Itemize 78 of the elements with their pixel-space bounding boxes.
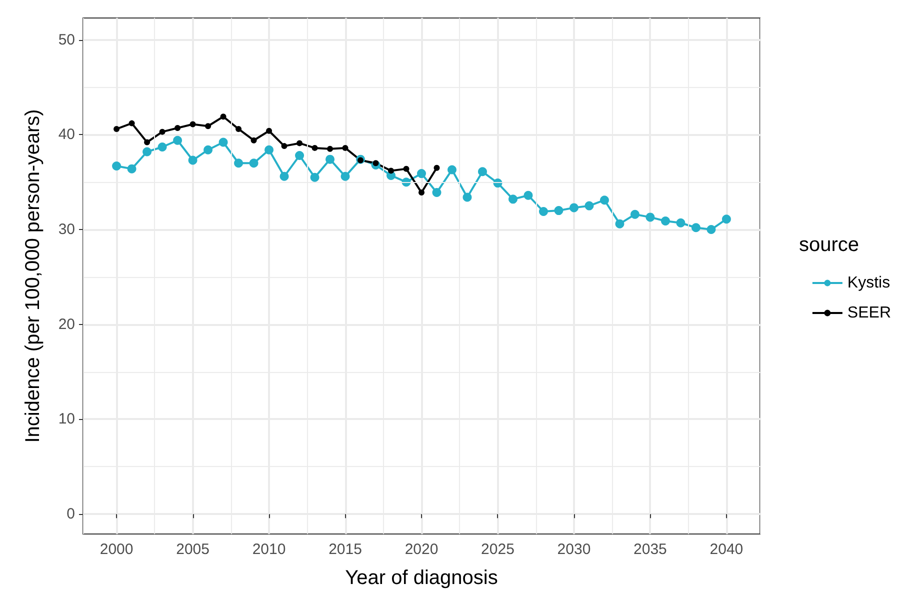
- point: [264, 145, 274, 154]
- y-tick-label: 10: [58, 410, 75, 428]
- point: [112, 161, 122, 170]
- y-axis-title: Incidence (per 100,000 person-years): [22, 109, 44, 443]
- point: [340, 172, 350, 181]
- point: [114, 126, 120, 132]
- point: [173, 136, 182, 145]
- point: [249, 158, 258, 168]
- point: [524, 190, 533, 200]
- point: [569, 203, 578, 212]
- x-tick-label: 2000: [100, 541, 134, 558]
- point: [646, 212, 655, 222]
- point: [342, 144, 348, 151]
- point: [280, 172, 289, 181]
- point: [312, 144, 318, 151]
- x-tick-label: 2040: [710, 541, 744, 558]
- point: [722, 214, 731, 224]
- point: [158, 142, 167, 152]
- point: [418, 190, 424, 196]
- x-tick-label: 2025: [481, 541, 514, 558]
- point: [295, 151, 304, 160]
- point: [234, 158, 244, 168]
- point: [691, 223, 700, 232]
- point: [508, 194, 518, 204]
- legend-label: SEER: [847, 304, 892, 322]
- point: [584, 201, 594, 210]
- point: [142, 147, 152, 156]
- point: [403, 166, 410, 172]
- x-tick-label: 2020: [404, 541, 438, 558]
- x-axis-title: Year of diagnosis: [345, 567, 498, 589]
- y-tick-label: 50: [58, 31, 75, 48]
- point: [310, 172, 320, 182]
- x-tick-label: 2030: [557, 541, 591, 558]
- point: [432, 188, 442, 198]
- point: [250, 137, 257, 144]
- point: [236, 126, 242, 132]
- point: [128, 120, 135, 126]
- point: [676, 218, 686, 228]
- point: [204, 145, 213, 154]
- point: [159, 128, 166, 135]
- point: [358, 157, 364, 164]
- point: [478, 167, 487, 176]
- y-tick-label: 20: [58, 316, 75, 333]
- point: [205, 123, 212, 130]
- x-tick-label: 2005: [176, 541, 210, 558]
- legend-label: Kystis: [847, 274, 890, 292]
- point: [296, 140, 303, 146]
- point: [127, 164, 136, 174]
- legend-title: source: [798, 234, 859, 256]
- point: [144, 139, 150, 146]
- y-tick-label: 40: [58, 126, 75, 144]
- point: [281, 143, 288, 150]
- point: [326, 154, 335, 164]
- point: [190, 121, 196, 128]
- x-tick-label: 2015: [328, 541, 362, 558]
- point: [706, 225, 716, 234]
- point: [538, 207, 548, 216]
- point: [388, 168, 394, 174]
- point: [188, 156, 198, 165]
- point: [417, 169, 426, 178]
- point: [174, 125, 181, 132]
- point: [266, 128, 272, 134]
- point: [220, 114, 226, 120]
- point: [434, 164, 440, 171]
- point: [660, 216, 670, 226]
- point: [372, 160, 379, 166]
- point: [218, 138, 228, 147]
- point: [554, 206, 564, 216]
- point: [327, 146, 334, 152]
- y-tick-label: 30: [58, 221, 75, 238]
- x-tick-label: 2035: [634, 541, 667, 558]
- y-tick-label: 0: [66, 506, 75, 523]
- point: [462, 192, 472, 202]
- point: [615, 219, 624, 228]
- x-tick-label: 2010: [252, 541, 286, 558]
- point: [448, 165, 456, 174]
- point: [630, 210, 640, 219]
- point: [600, 196, 609, 205]
